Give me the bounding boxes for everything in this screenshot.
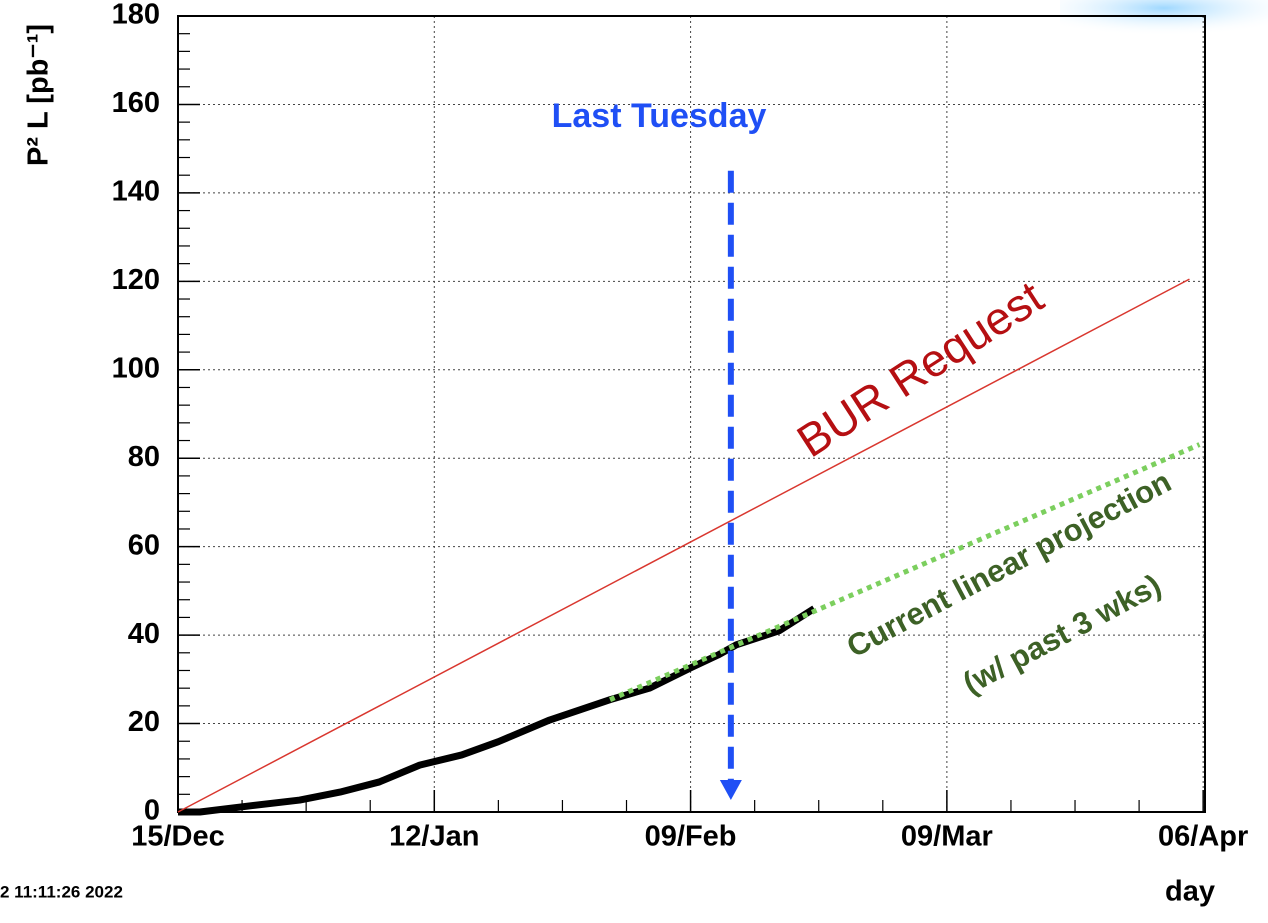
y-tick-label: 60 xyxy=(128,529,160,561)
timestamp: 2 11:11:26 2022 xyxy=(0,882,123,901)
annotation: BUR Request xyxy=(788,270,1052,467)
y-tick-label: 100 xyxy=(112,352,160,384)
data-line xyxy=(609,442,1201,702)
y-tick-label: 120 xyxy=(112,264,160,296)
x-tick-label: 12/Jan xyxy=(389,821,479,853)
data-line xyxy=(178,605,817,816)
plot-frame xyxy=(177,15,1206,813)
x-tick-label: 06/Apr xyxy=(1158,821,1248,853)
y-tick-label: 20 xyxy=(128,706,160,738)
y-tick-label: 40 xyxy=(128,618,160,650)
annotation: Last Tuesday xyxy=(552,97,767,135)
y-tick-label: 140 xyxy=(112,176,160,208)
y-tick-label: 180 xyxy=(112,0,160,31)
y-tick-label: 80 xyxy=(128,441,160,473)
y-axis-label: P² L [pb⁻¹] xyxy=(23,24,55,166)
x-tick-label: 09/Mar xyxy=(901,821,993,853)
x-axis-label: day xyxy=(1165,876,1215,908)
data-line xyxy=(177,278,1190,813)
x-tick-label: 09/Feb xyxy=(645,821,737,853)
corner-image xyxy=(1060,0,1268,40)
y-tick-label: 0 xyxy=(144,795,160,827)
y-tick-label: 160 xyxy=(112,87,160,119)
x-tick-label: 15/Dec xyxy=(131,821,225,853)
annotation: Current linear projection xyxy=(841,464,1177,665)
arrow-head xyxy=(719,780,742,800)
